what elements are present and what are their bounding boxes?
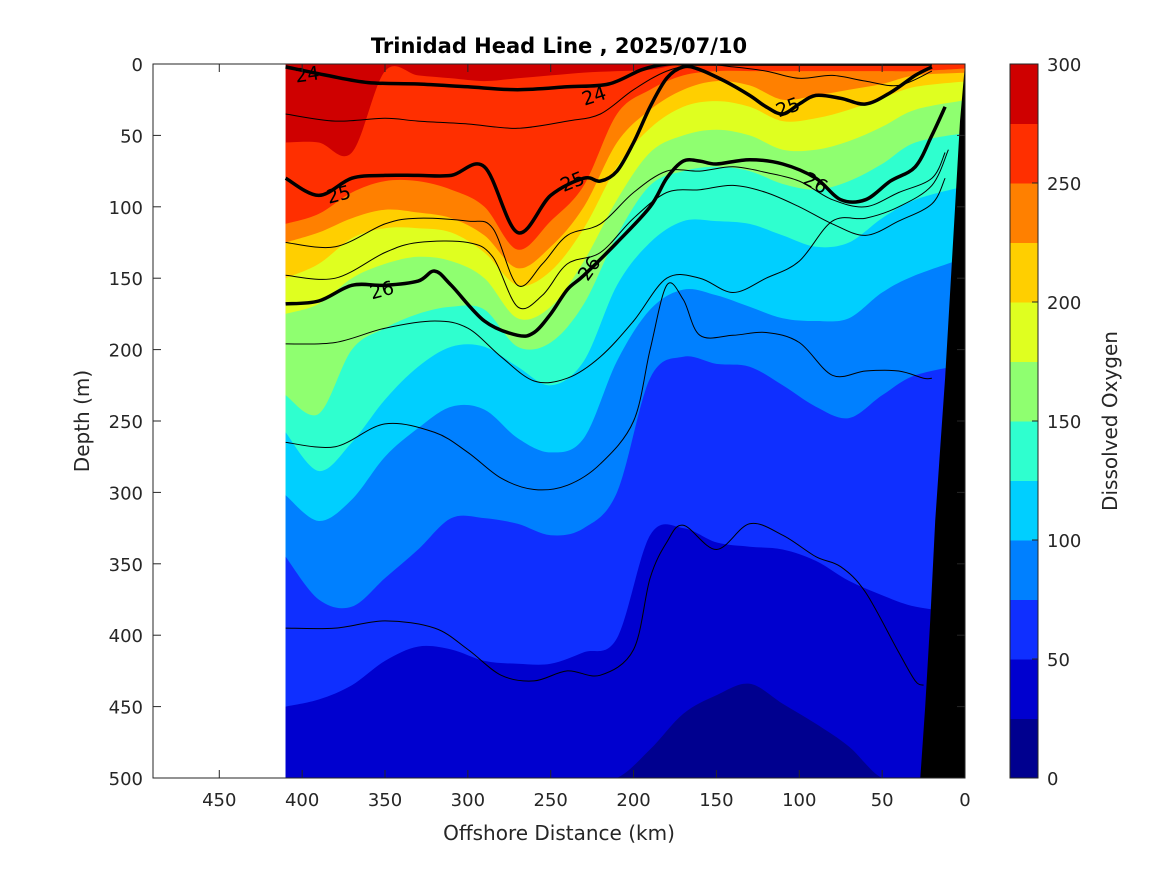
colorbar-segment-75	[1010, 540, 1038, 600]
colorbar-segment-150	[1010, 361, 1038, 422]
colorbar-segment-250	[1010, 123, 1038, 184]
y-axis-ticks: 0 50 100 150 200 250 300 350 400 450 500	[109, 55, 965, 790]
colorbar-tick-label: 100	[1047, 531, 1081, 552]
colorbar-segment-225	[1010, 183, 1038, 243]
x-tick-label: 50	[871, 790, 894, 811]
isopycnal-24	[285, 64, 932, 92]
oxygen-band-25	[285, 683, 965, 778]
isopycnal-25	[284, 64, 933, 235]
colorbar-label: Dissolved Oxygen	[1098, 331, 1122, 511]
x-tick-label: 350	[368, 790, 402, 811]
colorbar-segment-25	[1010, 659, 1038, 719]
colorbar-segment-175	[1010, 302, 1038, 362]
colorbar-tick-label: 0	[1047, 769, 1058, 790]
x-tick-label: 450	[202, 790, 236, 811]
y-tick-label: 150	[109, 269, 143, 290]
colorbar-segment-0	[1010, 718, 1038, 779]
colorbar-segment-100	[1010, 480, 1038, 541]
contour-label: 24	[294, 62, 321, 87]
colorbar-tick-label: 300	[1047, 55, 1081, 76]
colorbar-tick-label: 150	[1047, 412, 1081, 433]
colorbar-ticks: 0 50 100 150 200 250 300	[1032, 55, 1081, 790]
colorbar-tick-label: 200	[1047, 293, 1081, 314]
colorbar	[1009, 63, 1039, 779]
x-axis-label: Offshore Distance (km)	[443, 821, 675, 845]
isopycnal-26-4	[285, 282, 932, 491]
y-tick-label: 300	[109, 483, 143, 504]
oxygen-fill-bands	[285, 64, 965, 778]
colorbar-segment-50	[1010, 599, 1038, 660]
contour-label-group: 24	[294, 62, 321, 87]
x-tick-label: 250	[534, 790, 568, 811]
y-axis-label: Depth (m)	[70, 370, 94, 472]
seafloor-bathymetry	[920, 64, 965, 778]
colorbar-segment-200	[1010, 242, 1038, 303]
x-tick-label: 100	[782, 790, 816, 811]
isopycnal-26-6	[285, 522, 924, 686]
y-tick-label: 100	[109, 198, 143, 219]
colorbar-tick-label: 50	[1047, 650, 1070, 671]
y-tick-label: 0	[132, 55, 143, 76]
isopycnal-26-2	[285, 149, 949, 384]
x-tick-label: 0	[959, 790, 970, 811]
x-axis-ticks: 450 400 350 300 250 200 150 100 50 0	[202, 64, 971, 811]
isopycnal-26	[285, 106, 947, 338]
x-tick-label: 300	[451, 790, 485, 811]
y-tick-label: 200	[109, 341, 143, 362]
y-tick-label: 50	[120, 126, 143, 147]
y-tick-label: 500	[109, 769, 143, 790]
colorbar-segment-125	[1010, 421, 1038, 481]
thin-density-contour	[285, 152, 946, 287]
chart-title: Trinidad Head Line , 2025/07/10	[371, 34, 747, 58]
density-contours	[284, 64, 949, 686]
thin-density-contour	[285, 177, 946, 310]
colorbar-tick-label: 250	[1047, 174, 1081, 195]
y-tick-label: 350	[109, 555, 143, 576]
y-tick-label: 250	[109, 412, 143, 433]
y-tick-label: 450	[109, 698, 143, 719]
x-tick-label: 200	[616, 790, 650, 811]
thin-density-contour	[285, 64, 933, 129]
x-tick-label: 150	[699, 790, 733, 811]
y-tick-label: 400	[109, 626, 143, 647]
colorbar-segment-275	[1010, 64, 1038, 124]
x-tick-label: 400	[285, 790, 319, 811]
